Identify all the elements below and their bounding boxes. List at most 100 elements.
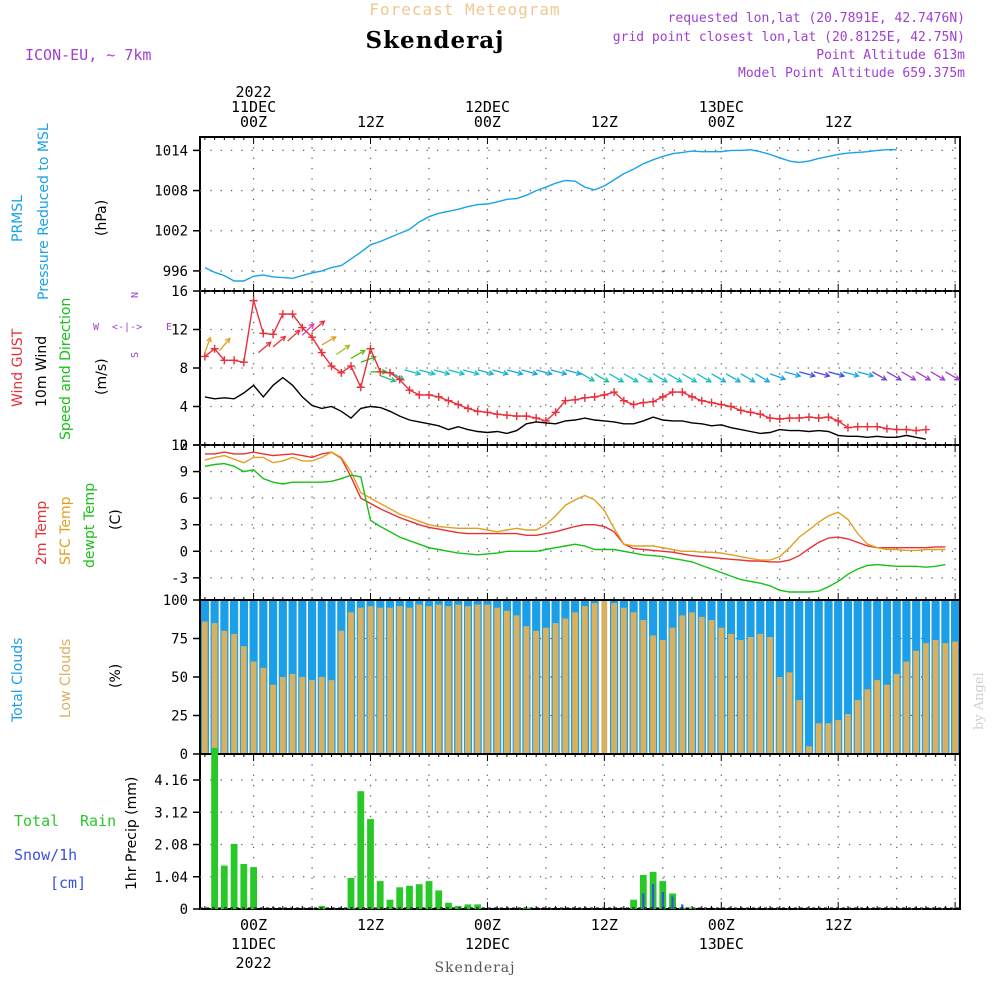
precip-ytick-label: 2.08: [154, 838, 188, 854]
wind-barb: [930, 371, 946, 381]
wind-barb: [462, 369, 480, 376]
wind-barb-shaft: [915, 371, 931, 381]
wind-barb: [901, 371, 917, 381]
wind-barb-head: [390, 376, 397, 383]
t2m-line: [204, 451, 946, 563]
low-cloud-bar: [318, 677, 325, 754]
wind-barb-head: [224, 337, 231, 344]
wind-barb-shaft: [419, 369, 435, 375]
compass-north: N: [130, 292, 141, 298]
low-cloud-bar: [357, 607, 364, 754]
wind-barb-head: [795, 372, 802, 378]
wind-barb-head: [444, 370, 451, 376]
top-time-label: 00Z: [474, 113, 501, 131]
wind-barb: [404, 369, 422, 376]
total-cloud-bar: [843, 600, 853, 754]
wind-barb: [813, 371, 831, 378]
wind-barb-shaft: [492, 369, 508, 375]
wind-barb-head: [561, 370, 568, 376]
wind-barb-head: [939, 375, 946, 381]
low-cloud-bar: [328, 680, 335, 754]
low-cloud-bar: [260, 667, 267, 754]
rain-bar: [425, 881, 433, 909]
low-cloud-bar: [747, 637, 754, 754]
total-cloud-bar: [824, 600, 833, 754]
gust-marker: [824, 413, 833, 422]
low-cloud-bar: [893, 673, 900, 754]
pressure-ytick-label: 1008: [154, 184, 188, 200]
low-cloud-bar: [932, 640, 939, 754]
low-cloud-bar: [708, 620, 715, 754]
gust-marker: [347, 362, 356, 371]
wind-barb-shaft: [535, 369, 552, 375]
gust-marker: [921, 425, 930, 434]
gust-marker: [541, 416, 550, 425]
total-cloud-bar: [882, 600, 891, 754]
wind-barb-shaft: [930, 371, 945, 381]
wind-barb-shaft: [842, 371, 859, 377]
wind-barb-shaft: [448, 369, 465, 375]
low-cloud-bar: [942, 643, 949, 754]
wind-barb: [623, 373, 639, 383]
pressure-ytick-label: 996: [163, 264, 188, 280]
temperature-ylabel: 2m Temp SFC Temp dewpt Temp (C): [34, 483, 124, 568]
wind-barb-head: [517, 370, 524, 376]
wind-barb-shaft: [725, 373, 741, 383]
temp-ylabel-unit: (C): [108, 509, 124, 530]
wind-barb-head: [359, 349, 367, 355]
gust-marker: [366, 344, 375, 353]
gust-marker: [580, 393, 589, 402]
gust-marker: [619, 396, 628, 405]
wind-barb-head: [531, 370, 539, 376]
bottom-time-label: 11DEC: [231, 935, 276, 953]
wind-barb: [492, 369, 510, 376]
wind-barb-head: [647, 377, 654, 383]
gust-marker: [756, 410, 765, 419]
gust-marker: [502, 411, 511, 420]
gust-marker: [668, 388, 677, 397]
low-cloud-bar: [387, 607, 393, 754]
pressure-ytick-label: 1002: [154, 224, 188, 240]
low-cloud-bar: [952, 641, 958, 754]
gust-marker: [561, 396, 570, 405]
wind-barb-head: [838, 372, 846, 378]
wind-ytick-label: 0: [180, 438, 188, 454]
precip-ytick-label: 4.16: [154, 773, 188, 789]
low-cloud-bar: [309, 680, 315, 754]
low-cloud-bar: [445, 606, 452, 754]
wind-barb-shaft: [784, 371, 801, 377]
low-cloud-bar: [523, 626, 530, 754]
low-cloud-bar: [864, 689, 871, 754]
rain-bar: [250, 867, 257, 909]
gust-marker: [873, 422, 882, 431]
wind-barb: [258, 341, 272, 354]
gust-marker: [571, 395, 580, 404]
precip-ytick-label: 3.12: [154, 805, 188, 821]
low-cloud-bar: [728, 633, 734, 754]
wind-barb-shaft: [336, 344, 350, 356]
wind-barb: [218, 337, 231, 352]
wind-barb: [725, 373, 742, 383]
wind-barb-shaft: [901, 371, 916, 381]
wind-barb-head: [881, 375, 888, 381]
wind-barb: [638, 373, 654, 383]
wind-barb-head: [954, 375, 961, 381]
rain-bar: [318, 905, 326, 909]
clouds-ytick-label: 25: [171, 709, 188, 725]
wind-barb-head: [749, 377, 756, 383]
wind-barb-shaft: [287, 329, 301, 342]
wind-barb: [740, 373, 756, 383]
top-time-label: 11DEC: [231, 98, 276, 116]
low-cloud-bar: [796, 700, 803, 754]
temp-frame: [199, 444, 961, 601]
gust-marker: [678, 388, 687, 397]
total-cloud-bar: [853, 600, 862, 754]
pressure-ylabel-line1: PRMSL: [10, 195, 26, 242]
wind-barb-shaft: [623, 373, 639, 383]
gust-marker: [376, 367, 385, 376]
wind-barb: [535, 369, 553, 376]
wind-barb-shaft: [681, 373, 697, 383]
rain-bar: [445, 902, 452, 909]
